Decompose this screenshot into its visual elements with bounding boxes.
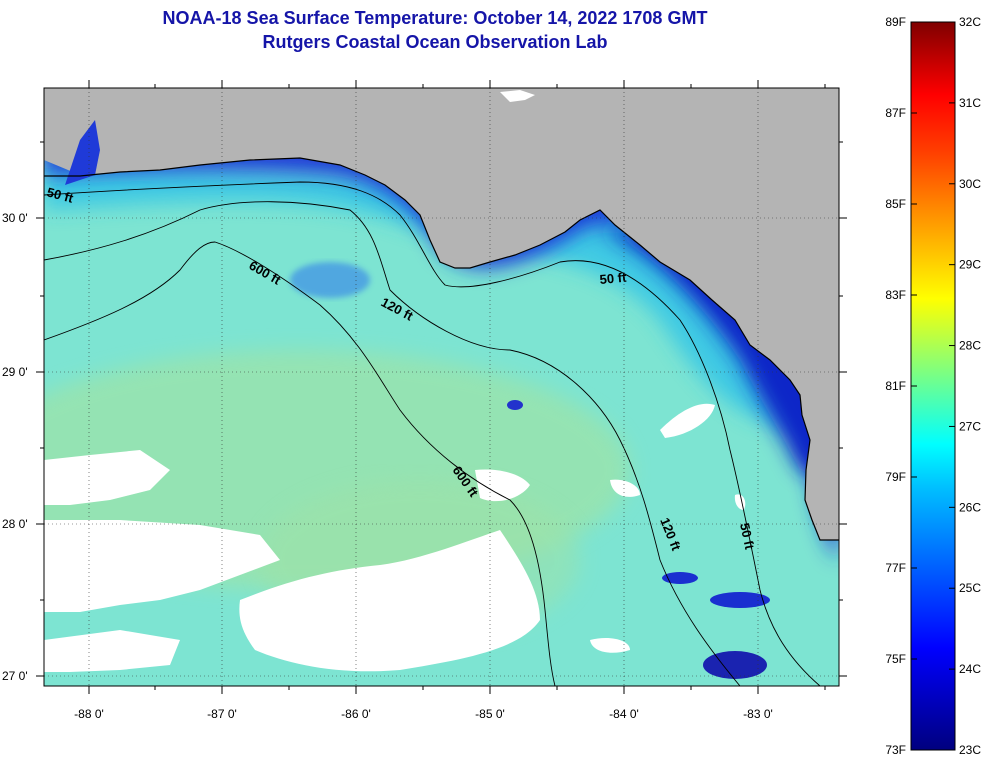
contour-label: 50 ft [737,522,757,552]
celsius-label: 31C [959,96,981,110]
lat-tick-label: 28 0' [2,517,28,531]
fahrenheit-label: 75F [885,652,906,666]
celsius-label: 24C [959,662,981,676]
map-frame [43,87,840,687]
map-subtitle: Rutgers Coastal Ocean Observation Lab [262,32,608,52]
celsius-label: 28C [959,339,981,353]
colorbar [910,21,956,751]
contour-label: 50 ft [599,270,628,287]
lon-tick-label: -84 0' [609,707,639,721]
celsius-label: 29C [959,258,981,272]
celsius-label: 32C [959,15,981,29]
celsius-label: 26C [959,500,981,514]
celsius-label: 25C [959,581,981,595]
celsius-label: 30C [959,177,981,191]
lon-tick-label: -87 0' [207,707,237,721]
bathymetry-contours [44,181,821,686]
lon-tick-label: -86 0' [341,707,371,721]
land-mass [44,88,839,540]
celsius-label: 27C [959,419,981,433]
lat-tick-label: 29 0' [2,365,28,379]
map-area: 50 ft 600 ft 120 ft 50 ft 600 ft 120 ft … [44,88,839,686]
celsius-label: 23C [959,743,981,757]
axis-ticks [36,80,847,694]
fahrenheit-label: 85F [885,197,906,211]
graticule [44,88,839,686]
lat-tick-label: 27 0' [2,669,28,683]
map-title: NOAA-18 Sea Surface Temperature: October… [162,8,708,28]
fahrenheit-label: 89F [885,15,906,29]
fahrenheit-label: 77F [885,561,906,575]
fahrenheit-label: 79F [885,470,906,484]
lat-tick-label: 30 0' [2,211,28,225]
fahrenheit-label: 87F [885,106,906,120]
lon-tick-label: -85 0' [475,707,505,721]
fahrenheit-label: 73F [885,743,906,757]
fahrenheit-label: 81F [885,379,906,393]
colorbar-ticks [911,21,955,751]
fahrenheit-label: 83F [885,288,906,302]
lon-tick-label: -83 0' [743,707,773,721]
lon-tick-label: -88 0' [74,707,104,721]
contour-label: 50 ft [45,184,75,206]
cloud-cover [44,403,746,672]
colorbar-labels: 89F 87F 85F 83F 81F 79F 77F 75F 73F 32C … [885,15,981,757]
